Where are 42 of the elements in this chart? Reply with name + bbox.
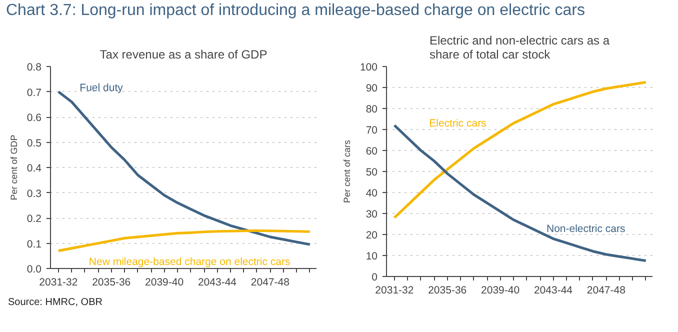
y-tick-label: 60 xyxy=(366,146,378,158)
y-tick-label: 0 xyxy=(372,272,378,284)
line-series xyxy=(57,229,312,252)
y-tick-label: 0.1 xyxy=(26,238,42,250)
line-series xyxy=(393,80,648,219)
series-label: Fuel duty xyxy=(80,82,124,94)
chart-title: Electric and non-electric cars as a share of total car stock xyxy=(429,34,610,62)
y-axis-title: Per cent of cars xyxy=(342,139,352,204)
y-tick-label: 0.5 xyxy=(26,137,42,150)
x-tick-label: 2031-32 xyxy=(375,284,414,296)
y-tick-label: 100 xyxy=(360,62,378,74)
y-tick-label: 30 xyxy=(366,208,378,220)
y-tick-label: 70 xyxy=(366,124,378,136)
y-axis-title: Per cent of GDP xyxy=(8,134,19,200)
x-tick-label: 2047-48 xyxy=(250,276,290,288)
source-note: Source: HMRC, OBR xyxy=(8,296,102,310)
y-tick-label: 20 xyxy=(366,230,378,242)
y-tick-label: 0.2 xyxy=(26,213,42,225)
y-tick-label: 0.3 xyxy=(26,188,42,200)
y-tick-label: 0.7 xyxy=(26,86,42,99)
y-tick-label: 0.4 xyxy=(26,162,42,174)
y-tick-label: 50 xyxy=(366,166,378,178)
y-tick-label: 10 xyxy=(366,250,378,262)
caption: Chart 3.7: Long-run impact of introducing a mileage-based charge on electric cars xyxy=(6,1,585,21)
y-tick-label: 90 xyxy=(366,82,378,94)
series-label: New mileage-based charge on electric cars xyxy=(88,256,290,268)
x-tick-label: 2047-48 xyxy=(586,284,626,296)
x-tick-label: 2039-40 xyxy=(481,284,520,296)
x-tick-label: 2035-36 xyxy=(428,284,467,296)
y-tick-label: 0.8 xyxy=(26,62,42,74)
series-label: Electric cars xyxy=(429,118,486,130)
x-tick-label: 2035-36 xyxy=(92,276,131,288)
y-tick-label: 0.0 xyxy=(26,264,42,276)
x-tick-label: 2043-44 xyxy=(198,276,237,288)
x-tick-label: 2043-44 xyxy=(534,284,573,296)
chart-title: Tax revenue as a share of GDP xyxy=(100,48,268,62)
x-tick-label: 2031-32 xyxy=(39,276,78,288)
x-tick-label: 2039-40 xyxy=(145,276,184,288)
y-tick-label: 0.6 xyxy=(26,112,42,124)
y-tick-label: 40 xyxy=(366,188,378,200)
y-tick-label: 80 xyxy=(366,104,378,116)
series-label: Non-electric cars xyxy=(546,222,626,235)
